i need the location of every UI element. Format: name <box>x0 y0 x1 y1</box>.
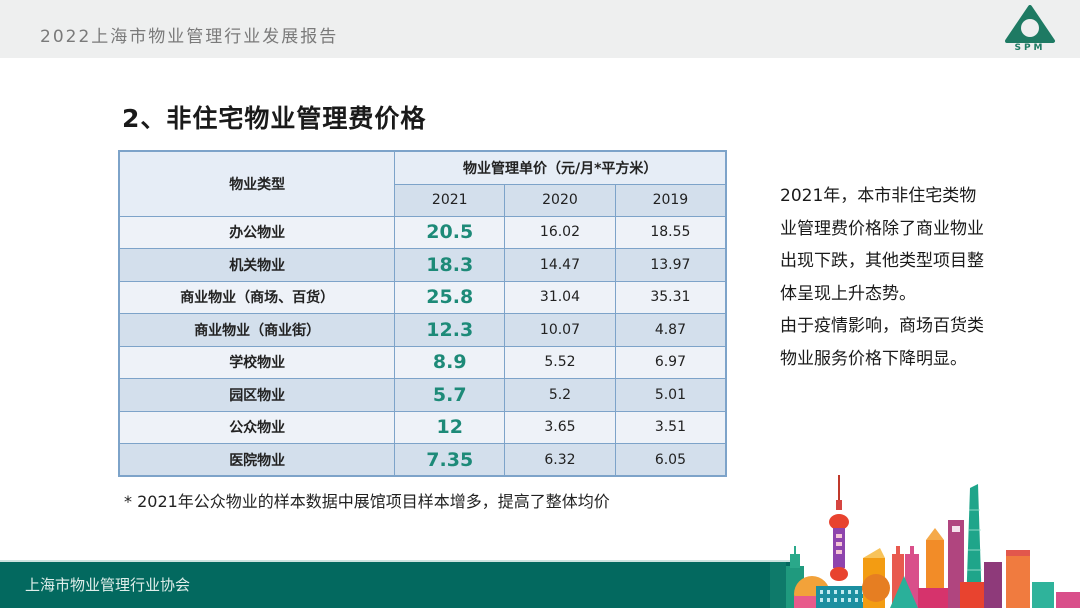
footnote: * 2021年公众物业的样本数据中展馆项目样本增多，提高了整体均价 <box>124 492 610 511</box>
table-row: 办公物业 20.5 16.02 18.55 <box>118 215 727 249</box>
commentary-line: 物业服务价格下降明显。 <box>780 348 967 369</box>
value-2020: 14.47 <box>504 248 616 282</box>
footer-divider <box>0 560 790 562</box>
year-header-2021: 2021 <box>394 183 506 217</box>
type-column-header: 物业类型 <box>118 150 396 217</box>
value-2021: 5.7 <box>394 378 506 412</box>
row-type: 商业物业（商场、百货） <box>118 280 396 314</box>
row-type: 办公物业 <box>118 215 396 249</box>
row-type: 医院物业 <box>118 443 396 477</box>
value-2019: 4.87 <box>614 313 727 347</box>
value-2021: 12.3 <box>394 313 506 347</box>
spm-logo: SPM <box>1003 5 1057 57</box>
table-row: 机关物业 18.3 14.47 13.97 <box>118 248 727 282</box>
table-row: 商业物业（商业街） 12.3 10.07 4.87 <box>118 313 727 347</box>
row-type: 学校物业 <box>118 345 396 379</box>
value-2019: 6.97 <box>614 345 727 379</box>
footer-bar <box>0 562 790 608</box>
row-type: 机关物业 <box>118 248 396 282</box>
value-2019: 6.05 <box>614 443 727 477</box>
table-row: 公众物业 12 3.65 3.51 <box>118 410 727 444</box>
report-title: 2022上海市物业管理行业发展报告 <box>40 27 339 47</box>
shanghai-skyline-illustration <box>770 475 1080 608</box>
price-group-header: 物业管理单价（元/月*平方米） <box>394 150 727 185</box>
commentary-line: 业管理费价格除了商业物业 <box>780 218 984 239</box>
table-row: 医院物业 7.35 6.32 6.05 <box>118 443 727 477</box>
table-row: 园区物业 5.7 5.2 5.01 <box>118 378 727 412</box>
value-2021: 7.35 <box>394 443 506 477</box>
value-2020: 6.32 <box>504 443 616 477</box>
value-2021: 8.9 <box>394 345 506 379</box>
value-2020: 5.52 <box>504 345 616 379</box>
logo-text: SPM <box>1014 43 1046 53</box>
row-type: 商业物业（商业街） <box>118 313 396 347</box>
association-name: 上海市物业管理行业协会 <box>25 576 191 594</box>
value-2019: 13.97 <box>614 248 727 282</box>
year-header-2020: 2020 <box>504 183 616 217</box>
spm-triangle-icon <box>1005 5 1055 43</box>
value-2020: 3.65 <box>504 410 616 444</box>
value-2021: 25.8 <box>394 280 506 314</box>
value-2020: 31.04 <box>504 280 616 314</box>
commentary-line: 2021年，本市非住宅类物 <box>780 186 977 206</box>
value-2019: 3.51 <box>614 410 727 444</box>
value-2020: 10.07 <box>504 313 616 347</box>
value-2019: 35.31 <box>614 280 727 314</box>
commentary-text: 2021年，本市非住宅类物 业管理费价格除了商业物业 出现下跌，其他类型项目整 … <box>780 180 1010 376</box>
value-2021: 12 <box>394 410 506 444</box>
value-2019: 18.55 <box>614 215 727 249</box>
value-2020: 5.2 <box>504 378 616 412</box>
year-header-2019: 2019 <box>614 183 727 217</box>
value-2020: 16.02 <box>504 215 616 249</box>
commentary-line: 由于疫情影响，商场百货类 <box>780 316 984 337</box>
value-2021: 20.5 <box>394 215 506 249</box>
page-title: 2、非住宅物业管理费价格 <box>122 104 427 133</box>
row-type: 公众物业 <box>118 410 396 444</box>
commentary-line: 体呈现上升态势。 <box>780 283 916 304</box>
price-table: 物业类型 物业管理单价（元/月*平方米） 2021 2020 2019 办公物业… <box>118 150 727 477</box>
value-2021: 18.3 <box>394 248 506 282</box>
table-row: 商业物业（商场、百货） 25.8 31.04 35.31 <box>118 280 727 314</box>
value-2019: 5.01 <box>614 378 727 412</box>
table-row: 学校物业 8.9 5.52 6.97 <box>118 345 727 379</box>
header-bar: 2022上海市物业管理行业发展报告 SPM <box>0 0 1080 58</box>
row-type: 园区物业 <box>118 378 396 412</box>
commentary-line: 出现下跌，其他类型项目整 <box>780 251 984 272</box>
